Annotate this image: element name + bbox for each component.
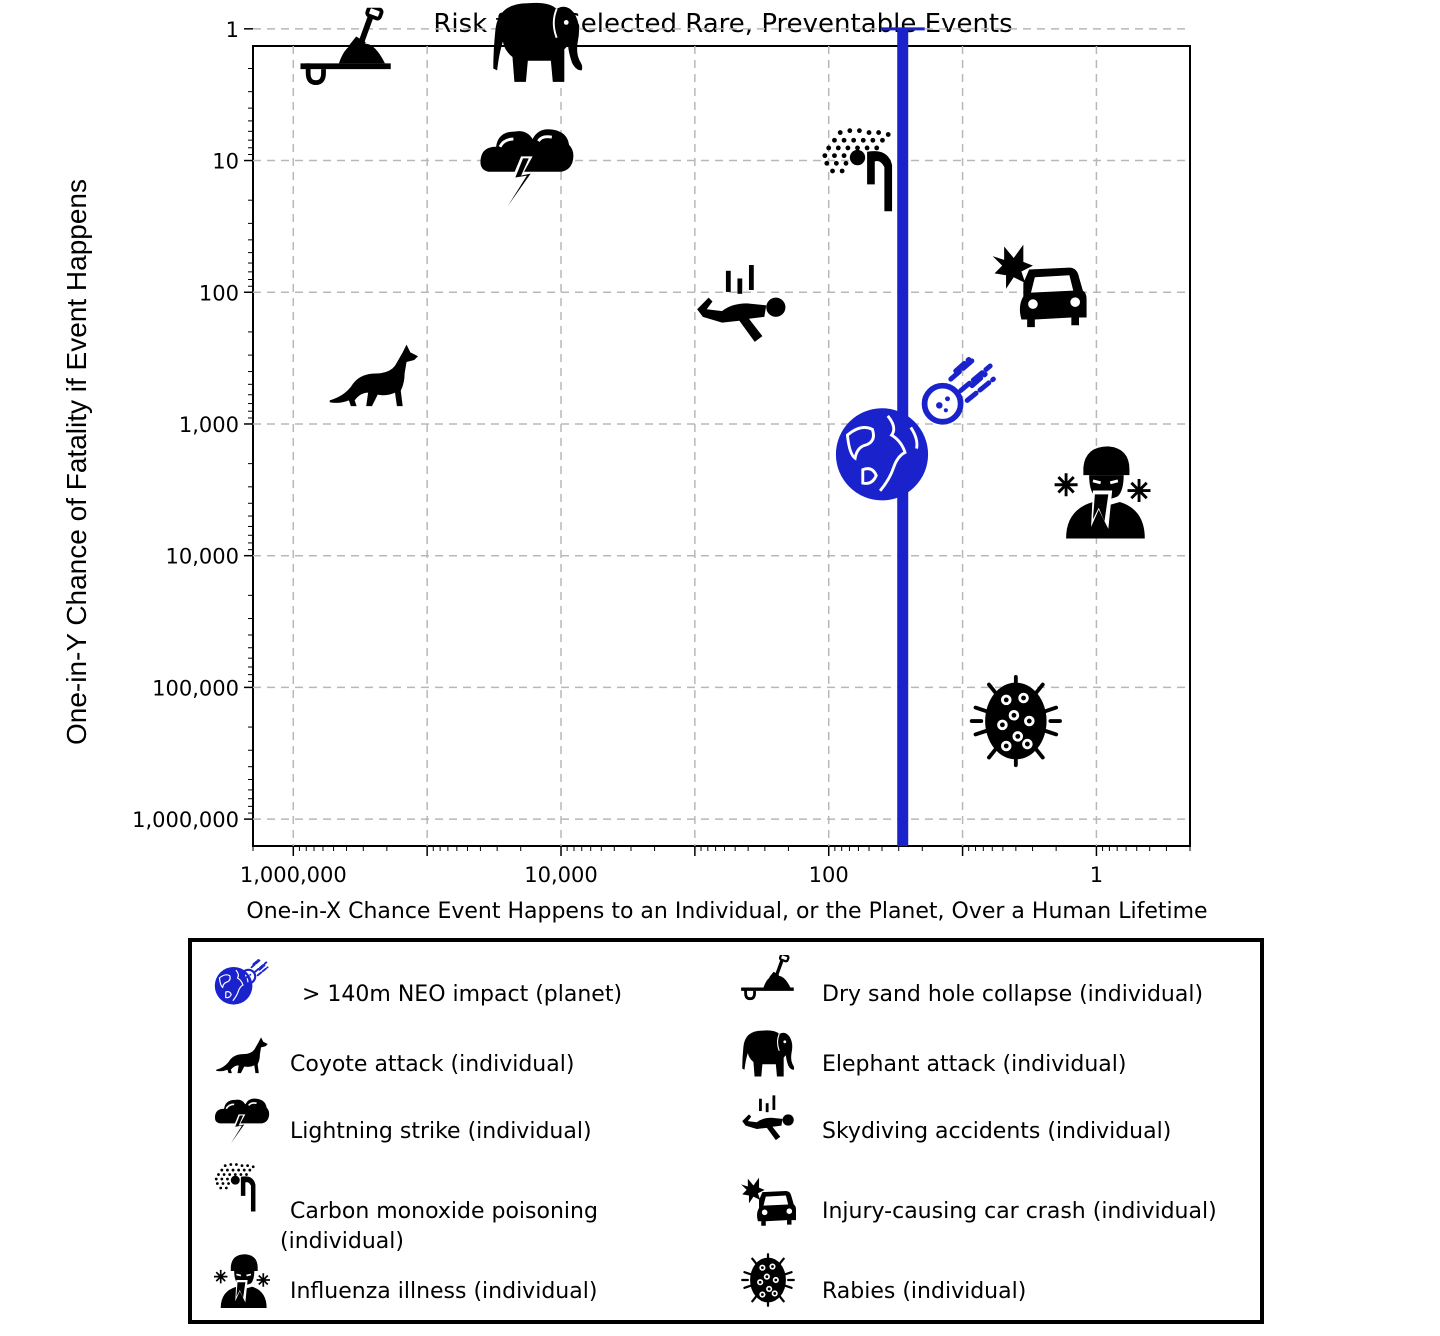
legend-label-continued: (individual)	[280, 1229, 404, 1254]
legend-label: Carbon monoxide poisoning	[290, 1199, 598, 1224]
legend-label: Influenza illness (individual)	[290, 1279, 597, 1304]
plot-area-frame	[252, 45, 1191, 847]
legend-label: Dry sand hole collapse (individual)	[822, 982, 1203, 1007]
y-tick-label: 10	[212, 150, 239, 174]
x-tick-label: 1	[1090, 863, 1103, 887]
x-tick-label: 10,000	[524, 863, 597, 887]
marker-asteroid-icon	[925, 358, 994, 422]
marker-earth-icon	[834, 406, 930, 502]
marker-elephant-icon	[492, 1, 584, 83]
y-tick-label: 1	[226, 18, 239, 42]
marker-carbon-monoxide-icon	[822, 128, 893, 212]
marker-skydiver-icon	[697, 265, 786, 342]
y-tick-label: 1,000	[179, 413, 239, 437]
y-tick-label: 100,000	[152, 676, 239, 700]
y-tick-label: 1,000,000	[132, 808, 239, 832]
y-axis-label: One-in-Y Chance of Fatality if Event Hap…	[61, 179, 92, 745]
legend: > 140m NEO impact (planet) Dry sand hole …	[214, 955, 1217, 1308]
x-tick-label: 1,000,000	[240, 863, 347, 887]
legend-label: Lightning strike (individual)	[290, 1119, 592, 1144]
y-tick-label: 10,000	[166, 545, 239, 569]
marker-coyote-icon	[329, 344, 419, 407]
grid-lines	[253, 28, 1190, 846]
axis-ticks: 1,000,000 10,000 100 1 1 10 100 1,000 10,000 100,…	[132, 18, 1191, 887]
x-tick-label: 100	[809, 863, 849, 887]
marker-lightning-cloud-icon	[478, 127, 575, 212]
legend-label: Rabies (individual)	[822, 1279, 1026, 1304]
legend-label: Elephant attack (individual)	[822, 1052, 1126, 1077]
x-axis-label: One-in-X Chance Event Happens to an Indi…	[246, 899, 1207, 924]
y-tick-label: 100	[199, 281, 239, 305]
marker-car-crash-icon	[992, 244, 1087, 328]
legend-box	[188, 938, 1264, 1324]
legend-label: > 140m NEO impact (planet)	[302, 982, 622, 1007]
data-markers	[300, 1, 1151, 768]
marker-shovel-sand-icon	[300, 6, 390, 83]
legend-label: Injury-causing car crash (individual)	[822, 1199, 1217, 1224]
legend-label: Coyote attack (individual)	[290, 1052, 574, 1077]
marker-influenza-icon	[1054, 444, 1151, 539]
marker-rabies-virus-icon	[969, 674, 1062, 768]
legend-label: Skydiving accidents (individual)	[822, 1119, 1171, 1144]
